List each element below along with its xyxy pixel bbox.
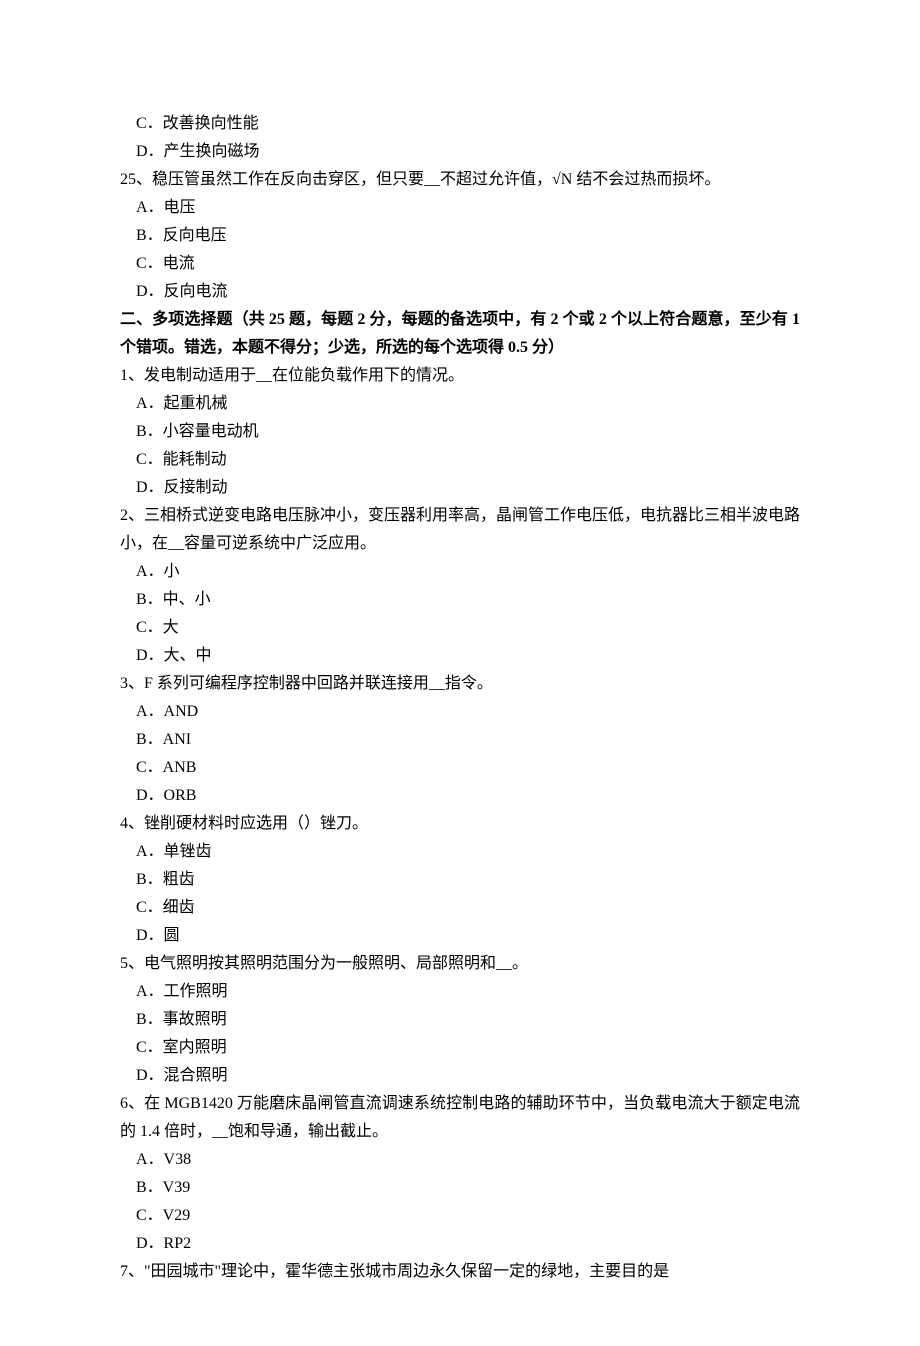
- q6-option-d: D．RP2: [120, 1230, 800, 1258]
- q2-option-d: D．大、中: [120, 642, 800, 670]
- q3-option-d: D．ORB: [120, 782, 800, 810]
- q3-option-b: B．ANI: [120, 726, 800, 754]
- q1-option-b: B．小容量电动机: [120, 418, 800, 446]
- q1-option-a: A．起重机械: [120, 390, 800, 418]
- q4-option-a: A．单锉齿: [120, 838, 800, 866]
- q25-stem: 25、稳压管虽然工作在反向击穿区，但只要__不超过允许值，√N 结不会过热而损坏…: [120, 166, 800, 194]
- q5-option-a: A．工作照明: [120, 978, 800, 1006]
- prev-option-c: C．改善换向性能: [120, 110, 800, 138]
- section2-header: 二、多项选择题（共 25 题，每题 2 分，每题的备选项中，有 2 个或 2 个…: [120, 306, 800, 362]
- q1-option-d: D．反接制动: [120, 474, 800, 502]
- q2-option-c: C．大: [120, 614, 800, 642]
- q6-option-c: C．V29: [120, 1202, 800, 1230]
- q4-stem: 4、锉削硬材料时应选用（）锉刀。: [120, 810, 800, 838]
- q5-option-c: C．室内照明: [120, 1034, 800, 1062]
- q7-stem: 7、"田园城市"理论中，霍华德主张城市周边永久保留一定的绿地，主要目的是: [120, 1258, 800, 1286]
- q6-stem: 6、在 MGB1420 万能磨床晶闸管直流调速系统控制电路的辅助环节中，当负载电…: [120, 1090, 800, 1146]
- q3-stem: 3、F 系列可编程序控制器中回路并联连接用__指令。: [120, 670, 800, 698]
- q5-stem: 5、电气照明按其照明范围分为一般照明、局部照明和__。: [120, 950, 800, 978]
- q6-option-b: B．V39: [120, 1174, 800, 1202]
- q3-option-a: A．AND: [120, 698, 800, 726]
- prev-option-d: D．产生换向磁场: [120, 138, 800, 166]
- q5-option-d: D．混合照明: [120, 1062, 800, 1090]
- q1-stem: 1、发电制动适用于__在位能负载作用下的情况。: [120, 362, 800, 390]
- q25-option-a: A．电压: [120, 194, 800, 222]
- q25-option-b: B．反向电压: [120, 222, 800, 250]
- q4-option-c: C．细齿: [120, 894, 800, 922]
- q6-option-a: A．V38: [120, 1146, 800, 1174]
- q2-stem: 2、三相桥式逆变电路电压脉冲小，变压器利用率高，晶闸管工作电压低，电抗器比三相半…: [120, 502, 800, 558]
- q5-option-b: B．事故照明: [120, 1006, 800, 1034]
- q4-option-b: B．粗齿: [120, 866, 800, 894]
- q4-option-d: D．圆: [120, 922, 800, 950]
- q25-option-c: C．电流: [120, 250, 800, 278]
- q1-option-c: C．能耗制动: [120, 446, 800, 474]
- q2-option-a: A．小: [120, 558, 800, 586]
- q25-option-d: D．反向电流: [120, 278, 800, 306]
- q3-option-c: C．ANB: [120, 754, 800, 782]
- q2-option-b: B．中、小: [120, 586, 800, 614]
